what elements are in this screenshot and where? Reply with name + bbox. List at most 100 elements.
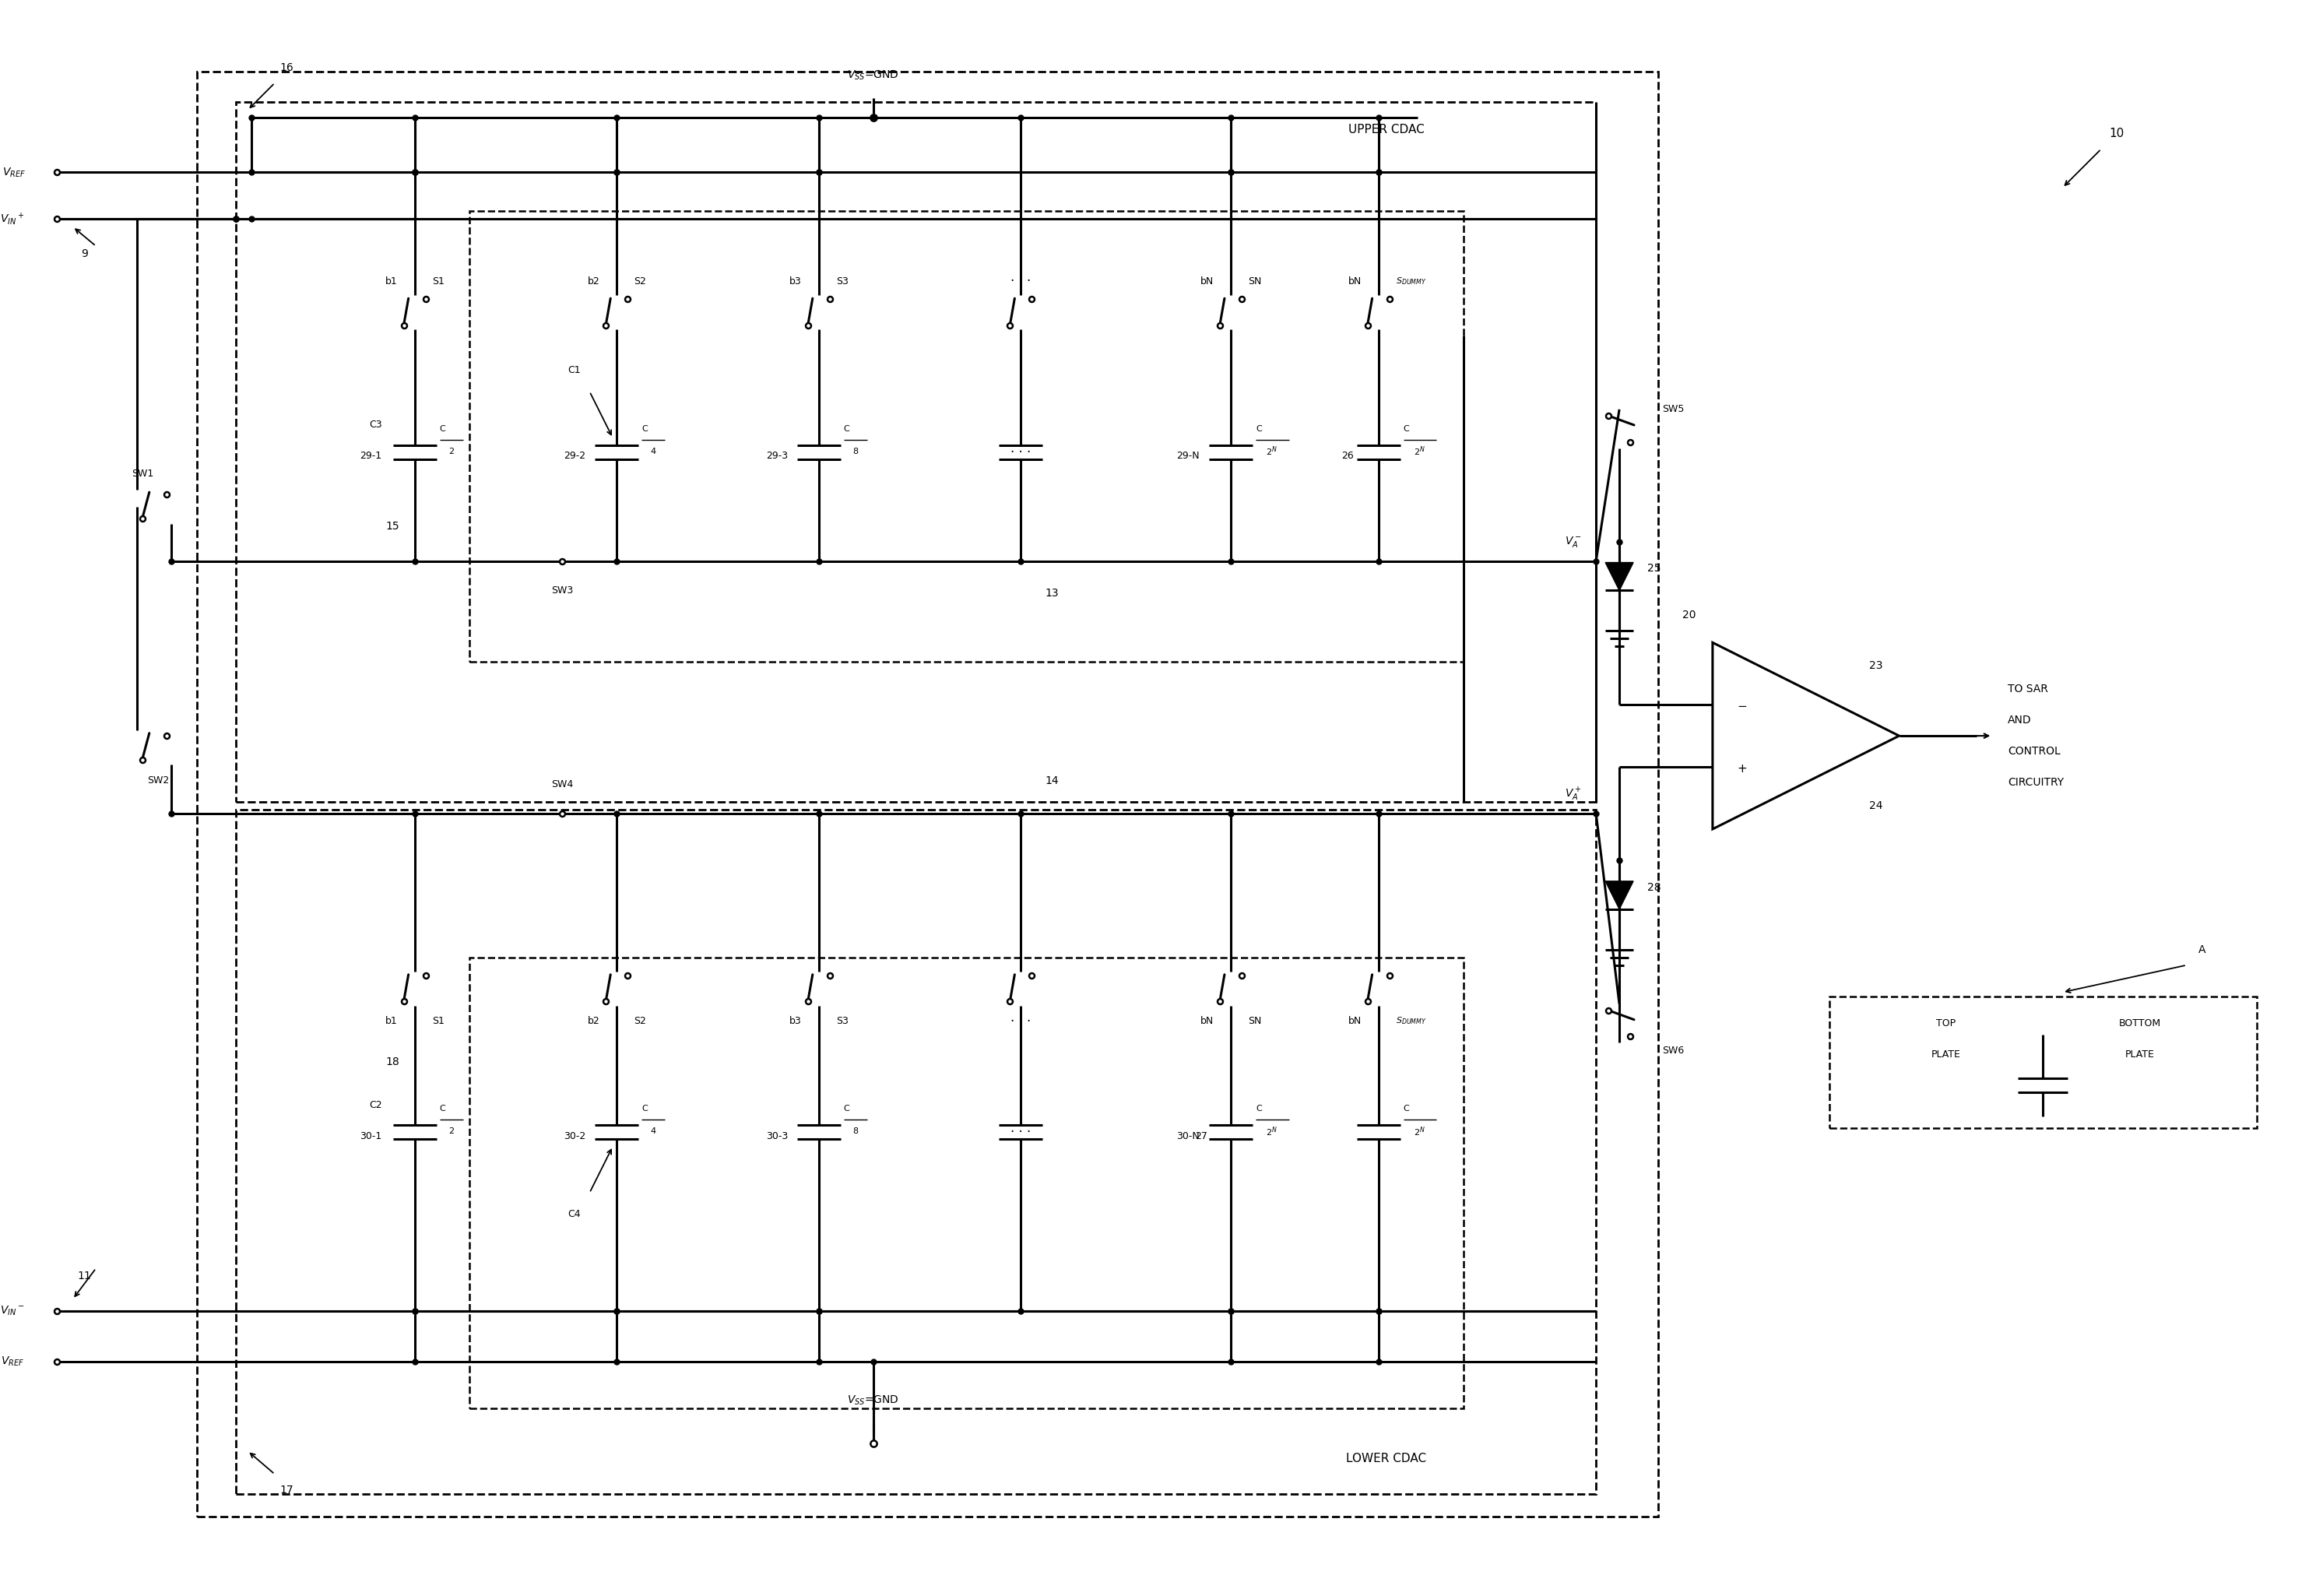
Text: 17: 17 [279, 1484, 293, 1495]
Text: SW5: SW5 [1661, 404, 1684, 415]
Text: 30-3: 30-3 [767, 1132, 787, 1141]
Text: 9: 9 [81, 249, 88, 260]
Text: 29-1: 29-1 [360, 452, 381, 461]
Text: PLATE: PLATE [2126, 1050, 2156, 1060]
Text: SW1: SW1 [132, 469, 153, 479]
Text: 15: 15 [386, 520, 400, 531]
Text: TOP: TOP [1935, 1018, 1956, 1028]
Text: bN: bN [1347, 276, 1361, 286]
Text: SN: SN [1247, 276, 1261, 286]
Text: PLATE: PLATE [1930, 1050, 1961, 1060]
Text: 2: 2 [448, 1127, 453, 1135]
Text: 25: 25 [1647, 563, 1661, 575]
Text: 28: 28 [1647, 883, 1661, 892]
Text: $2^N$: $2^N$ [1415, 445, 1426, 458]
Text: 29-3: 29-3 [767, 452, 787, 461]
Text: 20: 20 [1682, 610, 1696, 621]
Text: A: A [2198, 945, 2207, 954]
Text: · · ·: · · · [1011, 1013, 1031, 1028]
Text: $V_A^-$: $V_A^-$ [1566, 535, 1582, 549]
Text: SN: SN [1247, 1017, 1261, 1026]
Text: C: C [641, 425, 648, 433]
Text: $+$: $+$ [1738, 763, 1747, 774]
Text: 30-2: 30-2 [564, 1132, 585, 1141]
Text: b1: b1 [386, 276, 397, 286]
Text: C: C [1403, 1104, 1410, 1112]
Text: · · ·: · · · [1011, 1125, 1031, 1140]
Text: 11: 11 [77, 1270, 91, 1282]
Text: C: C [843, 1104, 850, 1112]
Text: C: C [641, 1104, 648, 1112]
Text: $V_{REF}$: $V_{REF}$ [2, 166, 26, 179]
Text: CONTROL: CONTROL [2007, 745, 2061, 757]
Text: $S_{DUMMY}$: $S_{DUMMY}$ [1396, 1015, 1426, 1026]
Text: $V_{REF}$: $V_{REF}$ [0, 1355, 26, 1368]
Text: $V_{IN}$$^+$: $V_{IN}$$^+$ [0, 211, 26, 227]
Text: S2: S2 [634, 1017, 646, 1026]
Text: SW3: SW3 [551, 586, 574, 595]
Text: S2: S2 [634, 276, 646, 286]
Text: 14: 14 [1045, 776, 1059, 787]
Text: bN: bN [1347, 1017, 1361, 1026]
Text: SW4: SW4 [551, 779, 574, 788]
Text: S3: S3 [836, 276, 848, 286]
Bar [197, 72, 1659, 1516]
Text: · · ·: · · · [1011, 275, 1031, 289]
Bar [1828, 996, 2256, 1128]
Text: SW6: SW6 [1661, 1045, 1684, 1055]
Text: 10: 10 [2109, 128, 2123, 139]
Text: BOTTOM: BOTTOM [2119, 1018, 2160, 1028]
Text: bN: bN [1201, 276, 1213, 286]
Text: bN: bN [1201, 1017, 1213, 1026]
Text: 30-1: 30-1 [360, 1132, 381, 1141]
Text: C: C [1257, 425, 1261, 433]
Text: C3: C3 [369, 420, 381, 429]
Text: C: C [439, 1104, 446, 1112]
Text: C: C [843, 425, 850, 433]
Text: UPPER CDAC: UPPER CDAC [1347, 124, 1424, 136]
Text: 13: 13 [1045, 589, 1059, 598]
Text: $2^N$: $2^N$ [1266, 1125, 1278, 1138]
Bar [469, 958, 1463, 1408]
Text: 27: 27 [1194, 1132, 1208, 1141]
Bar [469, 211, 1463, 662]
Text: 2: 2 [448, 447, 453, 455]
Text: C: C [439, 425, 446, 433]
Text: $S_{DUMMY}$: $S_{DUMMY}$ [1396, 276, 1426, 287]
Text: S1: S1 [432, 276, 444, 286]
Text: $V_A^+$: $V_A^+$ [1566, 785, 1582, 803]
Text: 4: 4 [650, 447, 655, 455]
Text: TO SAR: TO SAR [2007, 683, 2049, 694]
Text: 29-2: 29-2 [564, 452, 585, 461]
Text: 8: 8 [853, 447, 857, 455]
Text: C2: C2 [369, 1100, 381, 1111]
Text: 16: 16 [279, 62, 293, 73]
Text: 24: 24 [1870, 800, 1882, 811]
Text: · · ·: · · · [1011, 445, 1031, 460]
Text: 26: 26 [1340, 452, 1354, 461]
Text: 30-N: 30-N [1175, 1132, 1199, 1141]
Text: $2^N$: $2^N$ [1266, 445, 1278, 458]
Text: C: C [1403, 425, 1410, 433]
Text: $-$: $-$ [1738, 699, 1747, 710]
Text: 8: 8 [853, 1127, 857, 1135]
Text: 18: 18 [386, 1057, 400, 1068]
Text: b1: b1 [386, 1017, 397, 1026]
Text: $V_{IN}$$^-$: $V_{IN}$$^-$ [0, 1304, 26, 1317]
Text: $2^N$: $2^N$ [1415, 1125, 1426, 1138]
Text: $V_{SS}$=GND: $V_{SS}$=GND [848, 1393, 899, 1406]
Text: C: C [1257, 1104, 1261, 1112]
Text: AND: AND [2007, 715, 2033, 726]
Bar [237, 809, 1596, 1494]
Text: C1: C1 [567, 365, 581, 375]
Polygon shape [1605, 881, 1633, 910]
Text: SW2: SW2 [146, 776, 170, 785]
Text: S1: S1 [432, 1017, 444, 1026]
Text: S3: S3 [836, 1017, 848, 1026]
Text: C4: C4 [567, 1208, 581, 1219]
Polygon shape [1605, 562, 1633, 591]
Text: 4: 4 [650, 1127, 655, 1135]
Text: CIRCUITRY: CIRCUITRY [2007, 777, 2065, 788]
Text: b3: b3 [790, 276, 801, 286]
Text: LOWER CDAC: LOWER CDAC [1345, 1452, 1426, 1465]
